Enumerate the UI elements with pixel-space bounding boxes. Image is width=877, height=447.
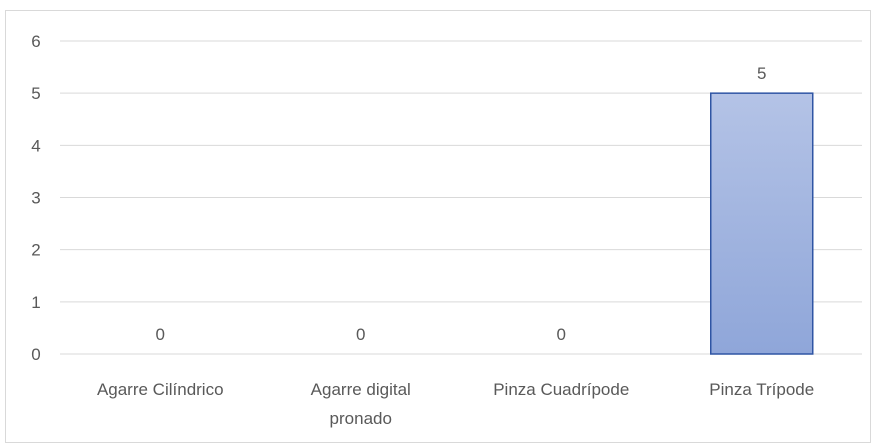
x-category-label: Agarre digital [311,380,411,399]
y-tick-label: 2 [31,241,40,260]
bar [710,92,814,355]
data-label: 5 [757,64,766,83]
x-category-label: Agarre Cilíndrico [97,380,224,399]
y-tick-label: 4 [31,136,40,155]
y-tick-label: 1 [31,293,40,312]
x-category-label: Pinza Trípode [709,380,814,399]
y-tick-label: 5 [31,84,40,103]
x-axis-category-labels: Agarre Cilíndrico Agarre digital pronado Pi… [97,380,814,428]
y-tick-label: 0 [31,345,40,364]
x-category-label: pronado [330,409,392,428]
data-label: 0 [356,325,365,344]
y-axis-tick-labels: 0 1 2 3 4 5 6 [31,32,40,364]
data-label: 0 [557,325,566,344]
data-labels: 0 0 0 5 [156,64,767,344]
y-tick-label: 3 [31,189,40,208]
x-category-label: Pinza Cuadrípode [493,380,629,399]
y-tick-label: 6 [31,32,40,51]
data-label: 0 [156,325,165,344]
bars [710,92,814,355]
